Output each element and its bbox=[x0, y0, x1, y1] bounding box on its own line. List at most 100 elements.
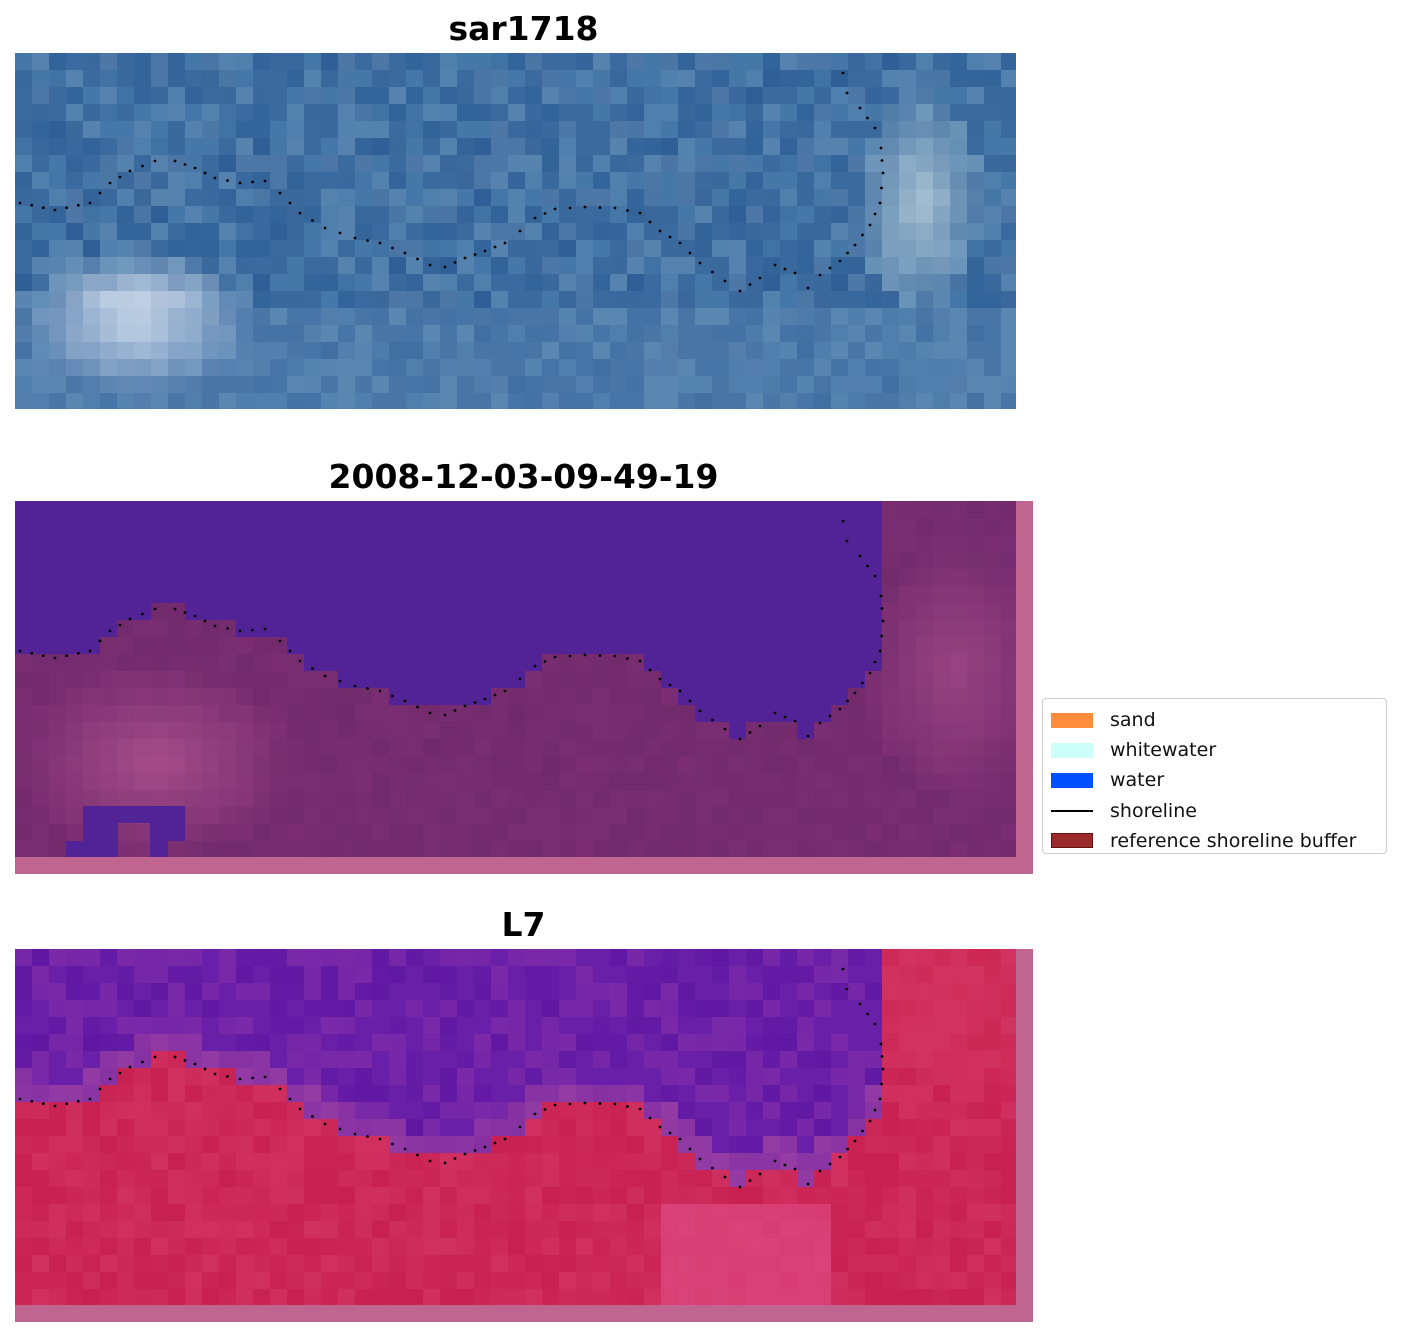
pixel bbox=[644, 949, 661, 966]
shoreline-dot bbox=[65, 654, 69, 658]
pixel bbox=[627, 223, 644, 240]
pixel bbox=[287, 1272, 304, 1289]
pixel bbox=[542, 87, 559, 104]
pixel bbox=[168, 841, 185, 857]
pixel bbox=[236, 240, 253, 257]
pixel bbox=[695, 654, 712, 671]
pixel bbox=[967, 1017, 984, 1034]
pixel bbox=[83, 552, 100, 569]
pixel bbox=[49, 1221, 66, 1238]
pixel bbox=[797, 1136, 814, 1153]
pixel bbox=[814, 586, 831, 603]
pixel bbox=[916, 1017, 933, 1034]
pixel bbox=[508, 1170, 525, 1187]
pixel bbox=[100, 603, 117, 620]
pixel bbox=[168, 1187, 185, 1204]
pixel bbox=[695, 569, 712, 586]
pixel bbox=[559, 189, 576, 206]
pixel bbox=[355, 586, 372, 603]
pixel bbox=[185, 705, 202, 722]
pixel bbox=[559, 325, 576, 342]
pixel bbox=[185, 688, 202, 705]
pixel bbox=[491, 240, 508, 257]
pixel bbox=[882, 1034, 899, 1051]
shoreline-dot bbox=[553, 655, 557, 659]
pixel bbox=[15, 223, 32, 240]
pixel bbox=[134, 257, 151, 274]
pixel bbox=[287, 274, 304, 291]
pixel bbox=[372, 342, 389, 359]
pixel bbox=[406, 155, 423, 172]
pixel bbox=[712, 223, 729, 240]
shoreline-dot bbox=[658, 229, 662, 233]
pixel bbox=[525, 1170, 542, 1187]
pixel bbox=[474, 1187, 491, 1204]
pixel bbox=[440, 739, 457, 756]
pixel bbox=[287, 637, 304, 654]
pixel bbox=[933, 342, 950, 359]
pixel bbox=[440, 1085, 457, 1102]
pixel bbox=[151, 257, 168, 274]
pixel bbox=[270, 87, 287, 104]
pixel bbox=[576, 1187, 593, 1204]
pixel bbox=[508, 1187, 525, 1204]
pixel bbox=[474, 121, 491, 138]
pixel bbox=[83, 274, 100, 291]
pixel bbox=[100, 518, 117, 535]
pixel bbox=[695, 1068, 712, 1085]
pixel bbox=[134, 138, 151, 155]
pixel bbox=[984, 1102, 1001, 1119]
pixel bbox=[49, 966, 66, 983]
pixel bbox=[406, 257, 423, 274]
pixel bbox=[644, 637, 661, 654]
pixel bbox=[117, 1272, 134, 1289]
pixel bbox=[899, 223, 916, 240]
pixel bbox=[644, 1051, 661, 1068]
pixel bbox=[627, 807, 644, 824]
pixel bbox=[151, 671, 168, 688]
pixel bbox=[644, 966, 661, 983]
pixel bbox=[100, 1034, 117, 1051]
pixel bbox=[593, 841, 610, 857]
pixel bbox=[882, 189, 899, 206]
pixel bbox=[32, 983, 49, 1000]
pixel bbox=[610, 359, 627, 376]
pixel bbox=[49, 325, 66, 342]
pixel bbox=[321, 949, 338, 966]
pixel bbox=[984, 535, 1001, 552]
pixel bbox=[423, 1272, 440, 1289]
pixel bbox=[151, 172, 168, 189]
pixel bbox=[525, 155, 542, 172]
pixel bbox=[729, 1136, 746, 1153]
pixel bbox=[814, 342, 831, 359]
pixel bbox=[372, 189, 389, 206]
pixel bbox=[1001, 393, 1016, 409]
pixel bbox=[287, 501, 304, 518]
shoreline-dot bbox=[861, 681, 864, 685]
pixel bbox=[236, 1204, 253, 1221]
pixel bbox=[831, 121, 848, 138]
pixel bbox=[15, 966, 32, 983]
pixel bbox=[355, 1017, 372, 1034]
pixel bbox=[984, 1272, 1001, 1289]
pixel bbox=[304, 308, 321, 325]
pixel bbox=[338, 1153, 355, 1170]
pixel bbox=[933, 1051, 950, 1068]
shoreline-dot bbox=[153, 1055, 157, 1059]
pixel bbox=[287, 1017, 304, 1034]
pixel bbox=[117, 501, 134, 518]
pixel bbox=[576, 291, 593, 308]
pixel bbox=[270, 1187, 287, 1204]
pixel bbox=[440, 966, 457, 983]
pixel bbox=[185, 342, 202, 359]
pixel bbox=[474, 807, 491, 824]
pixel bbox=[338, 1000, 355, 1017]
pixel bbox=[491, 223, 508, 240]
pixel bbox=[661, 1068, 678, 1085]
pixel bbox=[525, 688, 542, 705]
pixel bbox=[474, 790, 491, 807]
pixel bbox=[865, 308, 882, 325]
pixel bbox=[865, 705, 882, 722]
pixel bbox=[695, 552, 712, 569]
pixel bbox=[168, 1204, 185, 1221]
